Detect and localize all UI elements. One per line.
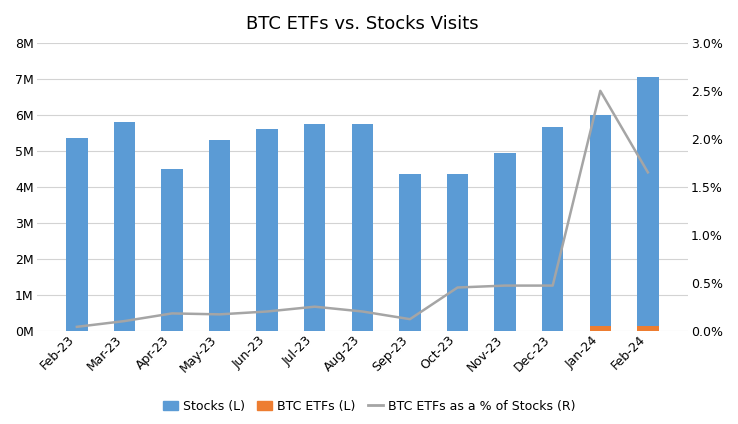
Title: BTC ETFs vs. Stocks Visits: BTC ETFs vs. Stocks Visits: [246, 15, 479, 33]
Bar: [494, 153, 516, 331]
Bar: [66, 138, 88, 331]
Bar: [304, 124, 325, 331]
BTC ETFs as a % of Stocks (R): [168, 311, 176, 316]
BTC ETFs as a % of Stocks (R): [548, 283, 557, 288]
BTC ETFs as a % of Stocks (R): [500, 283, 509, 288]
BTC ETFs as a % of Stocks (R): [453, 285, 462, 290]
Bar: [590, 326, 611, 331]
BTC ETFs as a % of Stocks (R): [644, 170, 652, 175]
Line: BTC ETFs as a % of Stocks (R): BTC ETFs as a % of Stocks (R): [77, 91, 648, 327]
BTC ETFs as a % of Stocks (R): [358, 309, 367, 314]
Bar: [162, 169, 183, 331]
BTC ETFs as a % of Stocks (R): [596, 88, 604, 93]
BTC ETFs as a % of Stocks (R): [263, 309, 272, 314]
Bar: [637, 77, 658, 331]
BTC ETFs as a % of Stocks (R): [120, 318, 129, 324]
Bar: [542, 128, 563, 331]
Bar: [352, 124, 373, 331]
Bar: [399, 174, 421, 331]
Bar: [590, 115, 611, 331]
BTC ETFs as a % of Stocks (R): [406, 317, 415, 322]
BTC ETFs as a % of Stocks (R): [311, 304, 320, 309]
BTC ETFs as a % of Stocks (R): [215, 312, 224, 317]
Bar: [257, 129, 278, 331]
Legend: Stocks (L), BTC ETFs (L), BTC ETFs as a % of Stocks (R): Stocks (L), BTC ETFs (L), BTC ETFs as a …: [157, 395, 581, 418]
Bar: [114, 122, 135, 331]
Bar: [446, 174, 468, 331]
BTC ETFs as a % of Stocks (R): [72, 324, 81, 329]
Bar: [637, 326, 658, 331]
Bar: [209, 140, 230, 331]
